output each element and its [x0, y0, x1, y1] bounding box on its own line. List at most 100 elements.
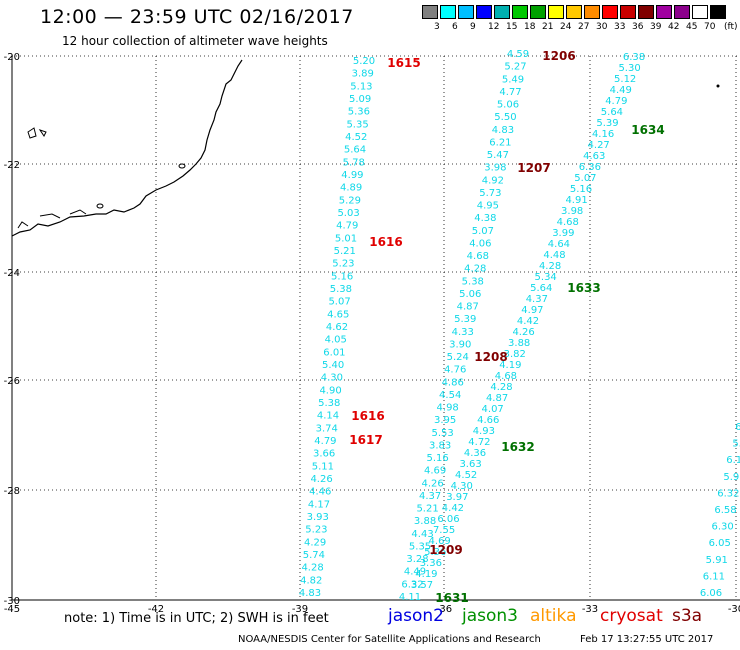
swh-value: 4.64 — [548, 239, 570, 250]
generated-timestamp: Feb 17 13:27:55 UTC 2017 — [580, 634, 714, 645]
swh-value: 4.14 — [317, 411, 339, 422]
swh-value: 5.21 — [334, 246, 356, 257]
swh-value: 5.23 — [305, 525, 327, 536]
legend-swatch — [620, 5, 636, 19]
swh-value: 4.19 — [415, 569, 437, 580]
swh-value: 4.33 — [452, 327, 474, 338]
legend-swatch — [692, 5, 708, 19]
sat-jason3: jason3 — [462, 606, 518, 626]
swh-value: 4.38 — [474, 213, 496, 224]
swh-value: 4.06 — [469, 238, 491, 249]
swh-value: 6.01 — [323, 347, 345, 358]
legend-label: 6 — [452, 22, 458, 32]
swh-value: 5.47 — [487, 150, 509, 161]
swh-value: 3.90 — [449, 339, 471, 350]
swh-value: 4.26 — [310, 474, 332, 485]
lon-label: -36 — [436, 604, 452, 615]
swh-value: 5.07 — [574, 173, 596, 184]
swh-value: 5.34 — [535, 272, 557, 283]
island-dot — [716, 84, 720, 88]
swh-value: 5.38 — [462, 276, 484, 287]
pass-label: 1634 — [631, 123, 664, 137]
swh-value: 3.88 — [508, 338, 530, 349]
swh-value: 4.30 — [321, 373, 343, 384]
swh-value: 4.07 — [482, 404, 504, 415]
swh-value: 5. — [732, 439, 740, 450]
swh-value: 3.36 — [420, 558, 442, 569]
swh-value: 4.30 — [451, 481, 473, 492]
swh-value: 5.9 — [723, 472, 739, 483]
swh-value: 5.20 — [353, 56, 375, 67]
swh-value: 4.26 — [512, 327, 534, 338]
swh-value: 6.38 — [623, 52, 645, 63]
swh-value: 5.50 — [494, 112, 516, 123]
swh-value: 6.1 — [726, 455, 740, 466]
swh-value: 5.03 — [337, 208, 359, 219]
swh-value: 6.06 — [437, 514, 459, 525]
island — [27, 127, 37, 139]
legend-swatch — [440, 5, 456, 19]
swh-value: 4.97 — [521, 305, 543, 316]
legend-swatch — [710, 5, 726, 19]
swh-value: 5.49 — [502, 74, 524, 85]
swh-value: 4.86 — [442, 377, 464, 388]
legend-swatch — [494, 5, 510, 19]
swh-value: 3.88 — [414, 516, 436, 527]
pass-label: 1615 — [387, 56, 420, 70]
lon-label: -30 — [728, 604, 740, 615]
credit-line: NOAA/NESDIS Center for Satellite Applica… — [238, 634, 541, 645]
swh-value: 5.12 — [614, 74, 636, 85]
swh-value: 4.95 — [477, 201, 499, 212]
swh-value: 4.54 — [439, 390, 461, 401]
swh-value: 4.37 — [419, 491, 441, 502]
legend-label: 36 — [632, 22, 644, 32]
swh-value: 3.28 — [406, 554, 428, 565]
pass-label: 1617 — [349, 433, 382, 447]
swh-value: 5.36 — [424, 547, 446, 558]
pass-label: 1616 — [369, 235, 402, 249]
lon-label: -33 — [582, 604, 598, 615]
swh-value: 4.28 — [464, 264, 486, 275]
legend-swatch — [584, 5, 600, 19]
swh-value: 4.49 — [404, 567, 426, 578]
legend-swatch — [548, 5, 564, 19]
swh-value: 4.28 — [539, 261, 561, 272]
swh-value: 7.55 — [433, 525, 455, 536]
swh-value: 5.35 — [346, 119, 368, 130]
lat-label: -20 — [4, 52, 20, 63]
swh-value: 4.79 — [336, 221, 358, 232]
swh-value: 5.06 — [459, 289, 481, 300]
swh-value: 5.91 — [706, 555, 728, 566]
swh-value: 6.36 — [579, 162, 601, 173]
swh-value: 4.90 — [319, 385, 341, 396]
swh-value: 4.87 — [486, 393, 508, 404]
swh-value: 5.13 — [350, 81, 372, 92]
swh-value: 4.79 — [314, 436, 336, 447]
legend-label: 39 — [650, 22, 662, 32]
lat-label: -30 — [4, 596, 20, 607]
coast-bay-detail — [17, 209, 87, 229]
swh-value: 5.23 — [332, 259, 354, 270]
swh-value: 4.16 — [592, 129, 614, 140]
swh-value: 6.32 — [717, 488, 739, 499]
brazil-coastline — [11, 59, 243, 237]
legend-label: 9 — [470, 22, 476, 32]
swh-value: 4.52 — [455, 470, 477, 481]
legend-label: 27 — [578, 22, 590, 32]
swh-value: 4.28 — [490, 382, 512, 393]
swh-value: 4.99 — [341, 170, 363, 181]
pass-label: 1631 — [435, 591, 468, 605]
swh-value: 6.05 — [709, 538, 731, 549]
legend-label: 45 — [686, 22, 698, 32]
island — [38, 129, 47, 137]
swh-value: 4.17 — [308, 499, 330, 510]
legend-swatch — [656, 5, 672, 19]
swh-value: 5.09 — [349, 94, 371, 105]
swh-value: 4.68 — [495, 371, 517, 382]
swh-value: 4.72 — [468, 437, 490, 448]
legend-swatch — [530, 5, 546, 19]
legend-label: 3 — [434, 22, 440, 32]
swh-value: 5.29 — [339, 195, 361, 206]
swh-value: 5.39 — [454, 314, 476, 325]
